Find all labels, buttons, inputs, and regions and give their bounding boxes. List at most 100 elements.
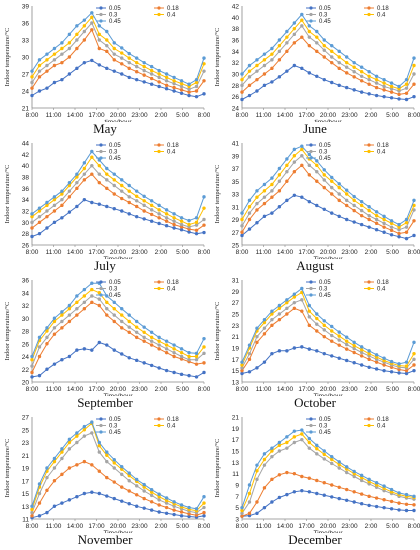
- data-point: [270, 176, 274, 180]
- y-tick-label: 15: [22, 491, 30, 498]
- series-line: [31, 16, 205, 88]
- data-point: [157, 80, 161, 84]
- data-point: [307, 29, 312, 34]
- data-point: [285, 492, 289, 497]
- data-point: [97, 163, 102, 168]
- data-point: [45, 329, 49, 333]
- data-point: [337, 496, 341, 501]
- data-point: [157, 503, 161, 507]
- data-point: [37, 209, 42, 213]
- y-tick-label: 36: [22, 21, 30, 28]
- data-point: [322, 178, 326, 182]
- data-point: [397, 222, 401, 227]
- series-line: [241, 64, 415, 101]
- data-point: [397, 508, 401, 512]
- data-point: [307, 173, 312, 177]
- y-tick-label: 26: [22, 341, 30, 348]
- legend-marker: [309, 149, 313, 154]
- chart-title: October: [294, 395, 336, 410]
- data-point: [157, 212, 161, 216]
- data-point: [292, 63, 297, 68]
- x-tick-label: 8:00: [198, 523, 210, 530]
- data-point: [292, 169, 297, 174]
- data-point: [127, 479, 131, 483]
- data-point: [82, 29, 87, 34]
- data-point: [127, 51, 131, 56]
- data-point: [187, 82, 191, 86]
- data-point: [307, 315, 312, 319]
- data-point: [322, 351, 326, 356]
- data-point: [112, 69, 116, 73]
- data-point: [352, 361, 356, 365]
- data-point: [352, 198, 356, 203]
- chart-panel: 25 27 29 31 33 35 37 39 41 8:00 11:00 14:00 17:00 20:…: [210, 137, 420, 274]
- data-point: [374, 77, 379, 82]
- data-point: [374, 481, 379, 485]
- data-point: [359, 345, 364, 349]
- data-point: [179, 222, 184, 227]
- series-line: [241, 287, 415, 365]
- data-point: [179, 503, 184, 507]
- data-point: [404, 508, 409, 513]
- data-point: [149, 208, 154, 212]
- data-point: [322, 185, 326, 190]
- data-point: [330, 80, 334, 85]
- data-point: [292, 295, 297, 299]
- data-point: [30, 507, 34, 512]
- data-point: [179, 514, 184, 518]
- data-point: [60, 189, 64, 193]
- x-tick-label: 8:00: [198, 112, 210, 119]
- data-point: [412, 82, 416, 86]
- data-point: [82, 38, 87, 42]
- data-point: [292, 21, 297, 25]
- data-point: [285, 470, 289, 475]
- data-point: [277, 440, 282, 445]
- data-point: [337, 356, 341, 360]
- data-point: [134, 319, 139, 324]
- x-tick-label: 23:00: [131, 523, 148, 530]
- data-point: [37, 89, 42, 93]
- data-point: [67, 180, 72, 185]
- chart-title: July: [94, 258, 116, 273]
- data-point: [307, 71, 312, 75]
- x-axis-label: Time/hour: [103, 256, 133, 259]
- y-tick-label: 11: [232, 471, 239, 478]
- data-point: [300, 35, 304, 39]
- data-point: [359, 350, 364, 355]
- data-point: [330, 175, 334, 180]
- data-point: [179, 81, 184, 86]
- data-point: [149, 203, 154, 208]
- data-point: [82, 347, 87, 351]
- x-tick-label: 23:00: [341, 386, 358, 393]
- data-point: [97, 32, 102, 37]
- data-point: [60, 501, 64, 505]
- data-point: [45, 342, 49, 346]
- data-point: [127, 60, 131, 65]
- data-point: [315, 169, 319, 174]
- data-point: [97, 24, 102, 28]
- data-point: [45, 86, 49, 90]
- data-point: [307, 35, 312, 39]
- data-point: [382, 217, 386, 222]
- data-point: [202, 62, 206, 66]
- data-point: [359, 473, 364, 478]
- legend-marker: [157, 423, 161, 428]
- y-tick-label: 38: [232, 26, 240, 33]
- data-point: [194, 231, 199, 236]
- data-point: [344, 465, 349, 469]
- data-point: [164, 224, 169, 228]
- y-tick-label: 27: [22, 72, 30, 79]
- data-point: [164, 505, 169, 510]
- data-point: [172, 75, 176, 80]
- data-point: [105, 38, 109, 42]
- data-point: [255, 77, 259, 82]
- data-point: [67, 313, 72, 317]
- line-chart: 13 15 17 19 21 23 25 27 29 31 8:00 11:00 14:00 17:00 2…: [214, 278, 420, 397]
- data-point: [300, 147, 304, 152]
- data-point: [75, 186, 79, 191]
- data-point: [134, 77, 139, 82]
- data-point: [330, 60, 334, 65]
- data-point: [352, 346, 356, 351]
- data-point: [277, 495, 282, 500]
- data-point: [382, 221, 386, 226]
